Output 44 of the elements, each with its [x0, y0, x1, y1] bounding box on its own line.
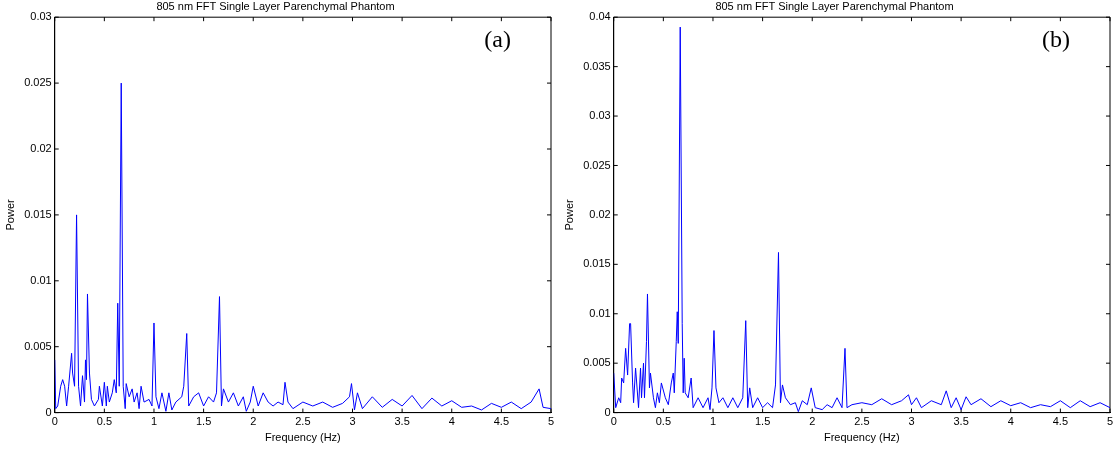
y-tick-label: 0.03	[30, 10, 52, 23]
x-tick-label: 4.5	[493, 415, 510, 428]
y-tick-label: 0.025	[24, 76, 52, 89]
x-tick-label: 1.5	[754, 415, 771, 428]
x-tick-label: 4	[448, 415, 455, 428]
x-axis-title: Frequency (Hz)	[823, 431, 900, 444]
x-tick-label: 5	[1106, 415, 1114, 428]
y-tick-label: 0.015	[24, 207, 52, 220]
x-tick-label: 2	[250, 415, 257, 428]
annotation: (b)	[1042, 26, 1070, 53]
x-tick-label: 1.5	[195, 415, 212, 428]
y-tick-label: 0.01	[30, 273, 52, 286]
y-tick-label: 0.01	[589, 306, 611, 319]
y-tick-label: 0.04	[589, 10, 611, 23]
y-tick-label: 0.025	[583, 158, 611, 171]
x-tick-label: 0.5	[96, 415, 112, 428]
x-tick-label: 4	[1007, 415, 1014, 428]
y-tick-label: 0.035	[583, 59, 611, 72]
x-tick-label: 3.5	[953, 415, 969, 428]
x-tick-label: 1	[709, 415, 717, 428]
chart-title: 805 nm FFT Single Layer Parenchymal Phantom	[715, 0, 954, 12]
x-tick-label: 2	[809, 415, 816, 428]
y-axis-title: Power	[3, 198, 16, 231]
y-tick-label: 0.02	[30, 142, 52, 155]
y-axis-title: Power	[562, 198, 575, 231]
x-tick-label: 3	[349, 415, 356, 428]
x-tick-label: 2.5	[295, 415, 311, 428]
y-tick-label: 0.005	[583, 356, 611, 369]
chart-title: 805 nm FFT Single Layer Parenchymal Phantom	[156, 0, 395, 12]
x-tick-label: 1	[150, 415, 158, 428]
x-axis-title: Frequency (Hz)	[264, 431, 341, 444]
y-tick-label: 0.015	[583, 257, 611, 270]
x-tick-label: 3	[908, 415, 915, 428]
y-tick-label: 0.03	[589, 109, 611, 122]
y-tick-label: 0	[45, 405, 52, 418]
x-tick-label: 0.5	[655, 415, 671, 428]
x-tick-label: 5	[547, 415, 555, 428]
x-tick-label: 2.5	[854, 415, 870, 428]
annotation: (a)	[484, 26, 511, 53]
y-tick-label: 0.005	[24, 339, 52, 352]
x-tick-label: 3.5	[394, 415, 410, 428]
y-tick-label: 0	[604, 405, 611, 418]
y-tick-label: 0.02	[589, 207, 611, 220]
x-tick-label: 4.5	[1052, 415, 1069, 428]
